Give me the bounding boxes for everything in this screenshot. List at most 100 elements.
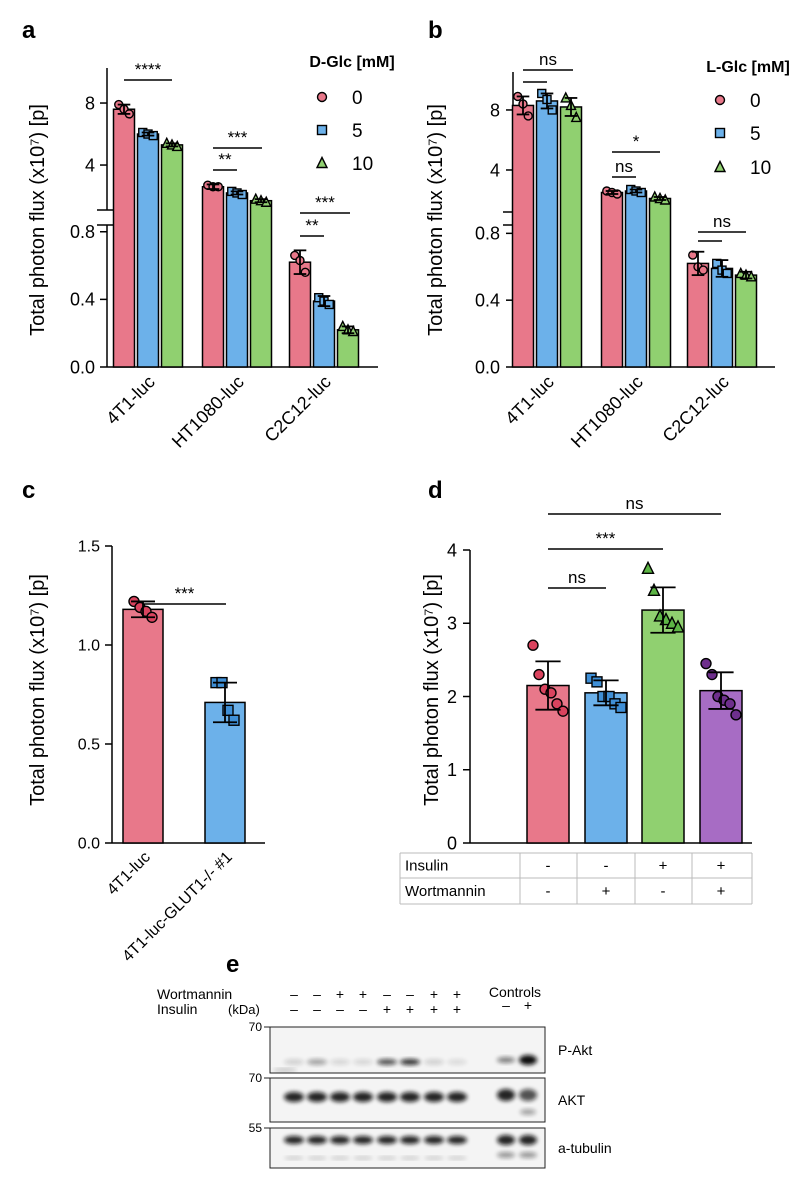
treatment-sign: + (359, 986, 367, 1002)
blot-band (377, 1092, 397, 1102)
data-point (714, 127, 726, 139)
significance-label: *** (315, 193, 335, 212)
band-label: P-Akt (558, 1042, 592, 1058)
table-cell: - (661, 883, 666, 900)
unit-label: (kDa) (228, 1002, 260, 1017)
blot-band (400, 1156, 420, 1160)
y-tick-label: 1 (447, 760, 457, 780)
data-point (615, 701, 627, 714)
data-point (547, 105, 557, 115)
treatment-label: Insulin (157, 1001, 197, 1017)
blot-band (424, 1059, 444, 1065)
blot-band (519, 1152, 537, 1158)
blot-band (307, 1092, 327, 1102)
y-tick-label: 0.4 (70, 290, 95, 310)
data-point (300, 267, 310, 278)
significance-label: ns (539, 50, 557, 69)
data-point (527, 639, 539, 651)
blot-band (519, 1055, 537, 1065)
data-point (713, 159, 727, 173)
blot-band (284, 1092, 304, 1102)
bar (686, 262, 710, 368)
y-tick-label: 4 (85, 155, 95, 175)
legend-label: 0 (750, 91, 761, 112)
bar (136, 133, 160, 368)
blot-band (400, 1092, 420, 1102)
panel-letter: e (226, 951, 239, 978)
treatment-sign: + (383, 1001, 391, 1017)
data-point (603, 690, 615, 703)
table-cell: - (546, 858, 551, 875)
band-label: AKT (558, 1092, 586, 1108)
y-tick-label: 0.0 (70, 357, 95, 377)
legend-label: 5 (750, 124, 761, 145)
blot-band (497, 1089, 515, 1101)
blot-band (447, 1092, 467, 1102)
blot-marker: 70 (249, 1020, 263, 1034)
legend-label: 5 (352, 121, 363, 142)
treatment-sign: – (406, 986, 414, 1002)
bar (559, 106, 583, 368)
treatment-sign: + (453, 1001, 461, 1017)
y-axis-label: Total photon flux (x10⁷) [p] (27, 104, 49, 336)
data-point (523, 111, 533, 121)
treatment-sign: + (430, 986, 438, 1002)
band-label: a-tubulin (558, 1140, 612, 1156)
y-axis-label: Total photon flux (x10⁷) [p] (27, 574, 49, 806)
treatment-sign: – (336, 1001, 344, 1017)
blot-band (497, 1152, 515, 1158)
blot-band (447, 1136, 467, 1144)
blot-band (284, 1136, 304, 1144)
table-cell: + (659, 858, 668, 875)
y-tick-label: 8 (490, 100, 500, 120)
y-tick-label: 0 (447, 833, 457, 853)
blot-band (353, 1059, 373, 1065)
significance-label: *** (596, 529, 616, 548)
blot-band (284, 1059, 304, 1065)
legend-label: 10 (352, 154, 373, 175)
significance-label: ** (218, 150, 232, 169)
treatment-sign: – (290, 986, 298, 1002)
blot-band (424, 1136, 444, 1144)
y-tick-label: 0.5 (78, 737, 100, 754)
bar (600, 191, 624, 368)
legend-label: 0 (352, 88, 363, 109)
treatment-sign: + (430, 1001, 438, 1017)
data-point (647, 582, 661, 596)
bar (584, 692, 628, 844)
y-tick-label: 3 (447, 614, 457, 634)
y-tick-label: 8 (85, 93, 95, 113)
legend-title: L-Glc [mM] (706, 59, 790, 76)
data-point (700, 657, 712, 670)
treatment-sign: – (359, 1001, 367, 1017)
table-cell: + (602, 883, 611, 900)
bar (160, 144, 184, 368)
y-tick-label: 0.0 (475, 357, 500, 377)
bar (312, 300, 336, 368)
significance-label: ns (568, 568, 586, 587)
y-tick-label: 1.5 (78, 539, 100, 556)
control-sign: + (524, 997, 532, 1013)
bar (710, 267, 734, 368)
blot-band (497, 1057, 515, 1063)
data-point (316, 124, 328, 136)
bar (288, 261, 312, 368)
treatment-sign: – (313, 1001, 321, 1017)
panel-letter: b (428, 17, 443, 44)
significance-label: ** (305, 216, 319, 235)
y-axis-label: Total photon flux (x10⁷) [p] (421, 574, 443, 806)
panel-letter: a (22, 17, 36, 44)
table-cell: - (604, 858, 609, 875)
bar (734, 274, 758, 368)
y-tick-label: 4 (490, 160, 500, 180)
blot-band (307, 1059, 327, 1065)
y-tick-label: 0.8 (475, 224, 500, 244)
blot-band (273, 1068, 297, 1072)
blot-band (353, 1136, 373, 1144)
blot-band (377, 1059, 397, 1065)
blot-band (519, 1089, 537, 1101)
table-row-label: Wortmannin (405, 883, 486, 900)
bar (225, 192, 249, 368)
blot-frame (269, 1127, 546, 1169)
data-point (316, 91, 328, 103)
